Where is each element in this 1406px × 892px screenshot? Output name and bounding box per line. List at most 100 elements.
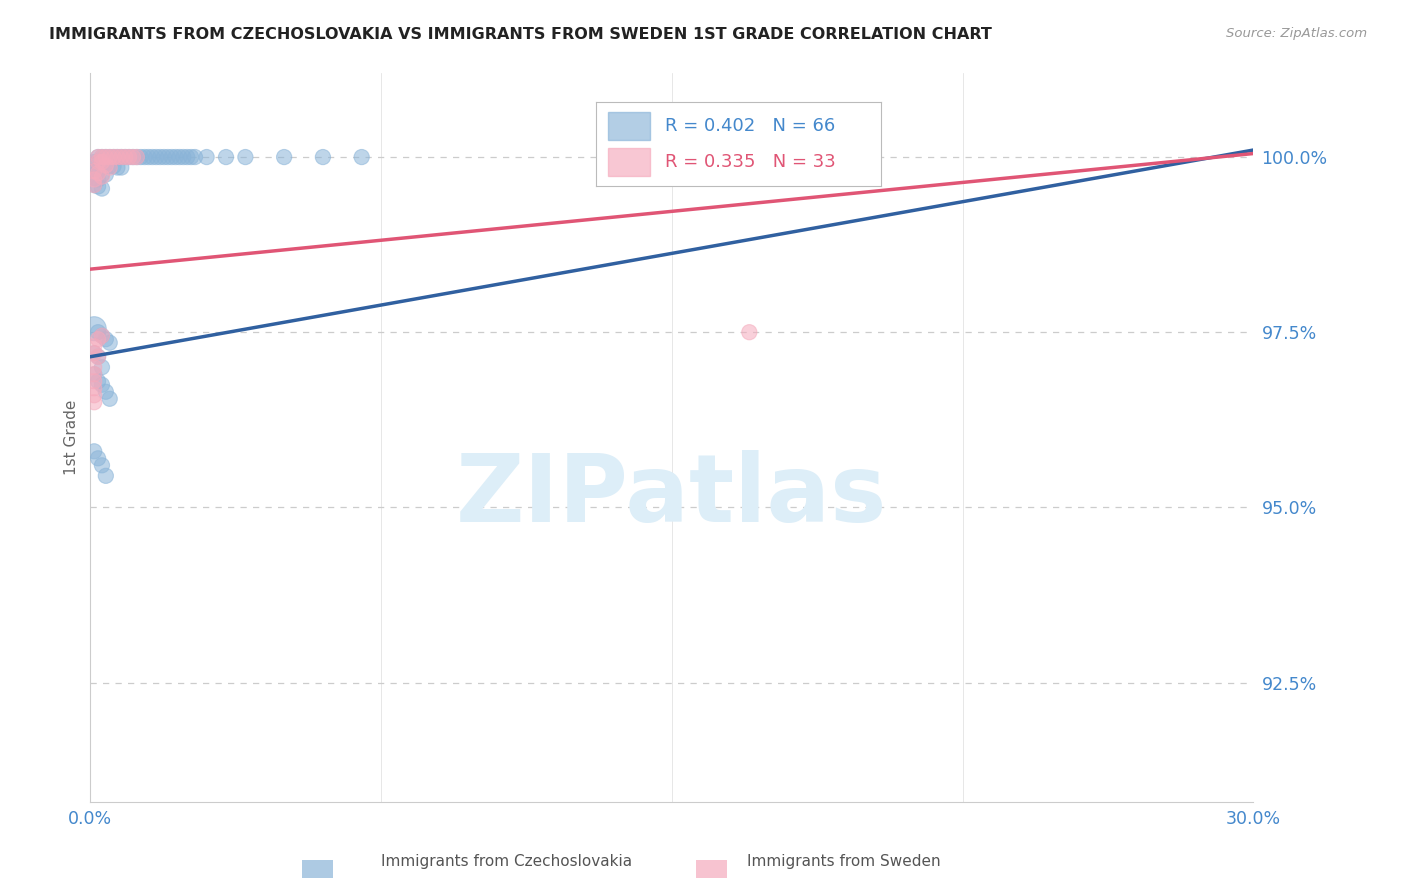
Point: [855, 150, 877, 164]
Point: [122, 150, 145, 164]
Point: [94, 168, 117, 182]
Point: [83, 368, 105, 382]
Point: [107, 150, 129, 164]
Point: [91, 150, 114, 164]
Point: [350, 150, 373, 164]
Point: [129, 150, 152, 164]
Point: [91, 377, 114, 392]
Text: Immigrants from Czechoslovakia: Immigrants from Czechoslovakia: [381, 854, 631, 869]
Point: [98, 161, 121, 175]
Point: [91, 328, 114, 343]
Point: [87, 150, 110, 164]
Point: [83, 360, 105, 375]
Point: [160, 150, 183, 164]
Point: [83, 339, 105, 353]
Point: [98, 150, 121, 164]
Point: [87, 332, 110, 346]
Point: [184, 150, 207, 164]
Point: [83, 178, 105, 192]
Point: [94, 150, 117, 164]
Point: [110, 150, 132, 164]
Point: [91, 360, 114, 375]
Point: [83, 321, 105, 335]
Point: [87, 166, 110, 180]
Point: [215, 150, 238, 164]
Point: [83, 388, 105, 402]
Point: [149, 150, 172, 164]
Point: [312, 150, 335, 164]
Point: [87, 164, 110, 178]
Point: [118, 150, 141, 164]
Point: [91, 155, 114, 169]
Point: [94, 158, 117, 172]
Point: [83, 346, 105, 360]
Point: [87, 374, 110, 388]
Y-axis label: 1st Grade: 1st Grade: [65, 400, 79, 475]
Point: [94, 332, 117, 346]
Point: [87, 350, 110, 364]
Point: [94, 384, 117, 399]
Point: [91, 328, 114, 343]
Text: ZIPatlas: ZIPatlas: [456, 450, 887, 541]
Point: [83, 164, 105, 178]
Point: [195, 150, 218, 164]
Point: [83, 171, 105, 186]
Point: [235, 150, 257, 164]
Point: [91, 458, 114, 473]
Point: [738, 325, 761, 339]
Point: [125, 150, 148, 164]
Point: [91, 157, 114, 171]
Point: [180, 150, 202, 164]
Point: [83, 395, 105, 409]
Point: [83, 155, 105, 169]
Point: [87, 451, 110, 466]
Point: [87, 150, 110, 164]
Point: [87, 179, 110, 194]
Point: [169, 150, 191, 164]
Point: [103, 159, 125, 173]
Point: [110, 161, 132, 175]
Point: [83, 444, 105, 458]
Point: [125, 150, 148, 164]
Point: [91, 150, 114, 164]
Point: [156, 150, 179, 164]
Point: [83, 374, 105, 388]
Point: [114, 150, 136, 164]
Point: [107, 161, 129, 175]
Point: [153, 150, 176, 164]
Point: [91, 168, 114, 182]
Point: [118, 150, 141, 164]
Point: [83, 164, 105, 178]
Point: [145, 150, 167, 164]
Point: [83, 368, 105, 382]
Point: [87, 350, 110, 364]
Text: Source: ZipAtlas.com: Source: ZipAtlas.com: [1226, 27, 1367, 40]
Point: [98, 335, 121, 350]
Point: [91, 181, 114, 195]
Point: [138, 150, 160, 164]
Point: [83, 381, 105, 395]
Point: [110, 150, 132, 164]
Point: [134, 150, 156, 164]
Point: [176, 150, 198, 164]
Point: [83, 346, 105, 360]
Point: [94, 157, 117, 171]
Point: [83, 172, 105, 186]
Point: [103, 150, 125, 164]
Point: [107, 150, 129, 164]
Point: [98, 159, 121, 173]
Point: [122, 150, 145, 164]
Text: IMMIGRANTS FROM CZECHOSLOVAKIA VS IMMIGRANTS FROM SWEDEN 1ST GRADE CORRELATION C: IMMIGRANTS FROM CZECHOSLOVAKIA VS IMMIGR…: [49, 27, 993, 42]
Point: [94, 150, 117, 164]
Point: [87, 155, 110, 169]
Point: [141, 150, 163, 164]
Point: [114, 150, 136, 164]
Point: [165, 150, 187, 164]
Point: [172, 150, 194, 164]
Point: [87, 155, 110, 169]
Point: [103, 150, 125, 164]
Point: [98, 392, 121, 406]
Point: [83, 178, 105, 192]
Point: [87, 325, 110, 339]
Text: Immigrants from Sweden: Immigrants from Sweden: [747, 854, 941, 869]
